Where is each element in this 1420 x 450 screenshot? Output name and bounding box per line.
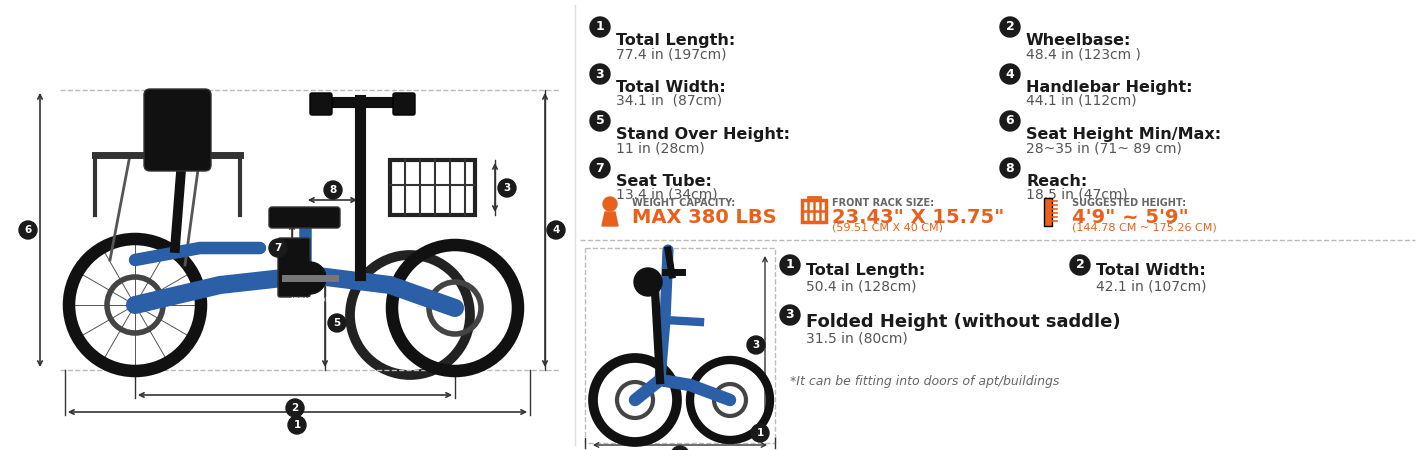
Circle shape bbox=[589, 64, 611, 84]
Text: 1: 1 bbox=[785, 258, 794, 271]
Text: 13.4 in (34cm): 13.4 in (34cm) bbox=[616, 188, 717, 202]
Text: 77.4 in (197cm): 77.4 in (197cm) bbox=[616, 47, 727, 61]
Circle shape bbox=[285, 399, 304, 417]
Text: (144.78 CM ~ 175.26 CM): (144.78 CM ~ 175.26 CM) bbox=[1072, 223, 1217, 233]
Text: MAX 380 LBS: MAX 380 LBS bbox=[632, 208, 777, 227]
Circle shape bbox=[672, 446, 689, 450]
Text: Total Width:: Total Width: bbox=[616, 80, 726, 95]
Text: Folded Height (without saddle): Folded Height (without saddle) bbox=[807, 313, 1120, 331]
Circle shape bbox=[589, 111, 611, 131]
Circle shape bbox=[1000, 158, 1020, 178]
Circle shape bbox=[294, 262, 327, 294]
Circle shape bbox=[780, 255, 799, 275]
Text: (59.51 CM X 40 CM): (59.51 CM X 40 CM) bbox=[832, 223, 943, 233]
FancyBboxPatch shape bbox=[278, 238, 310, 297]
Text: 8: 8 bbox=[1005, 162, 1014, 175]
Text: 6: 6 bbox=[1005, 114, 1014, 127]
Text: WEIGHT CAPACITY:: WEIGHT CAPACITY: bbox=[632, 198, 736, 208]
Circle shape bbox=[1000, 64, 1020, 84]
Text: 8: 8 bbox=[329, 185, 337, 195]
Text: 28~35 in (71~ 89 cm): 28~35 in (71~ 89 cm) bbox=[1027, 141, 1181, 155]
Text: Total Length:: Total Length: bbox=[616, 33, 736, 48]
Text: Handlebar Height:: Handlebar Height: bbox=[1027, 80, 1193, 95]
Text: 42.1 in (107cm): 42.1 in (107cm) bbox=[1096, 279, 1207, 293]
Circle shape bbox=[18, 221, 37, 239]
Text: 3: 3 bbox=[785, 309, 794, 321]
Text: 11 in (28cm): 11 in (28cm) bbox=[616, 141, 704, 155]
FancyBboxPatch shape bbox=[393, 93, 415, 115]
Text: 3: 3 bbox=[503, 183, 511, 193]
Text: Seat Tube:: Seat Tube: bbox=[616, 174, 711, 189]
FancyBboxPatch shape bbox=[143, 89, 212, 171]
Circle shape bbox=[324, 181, 342, 199]
FancyBboxPatch shape bbox=[268, 207, 339, 228]
Circle shape bbox=[547, 221, 565, 239]
Text: 50.4 in (128cm): 50.4 in (128cm) bbox=[807, 279, 916, 293]
Circle shape bbox=[589, 158, 611, 178]
Circle shape bbox=[589, 17, 611, 37]
Text: 5: 5 bbox=[595, 114, 605, 127]
Polygon shape bbox=[602, 212, 618, 226]
Text: 5: 5 bbox=[334, 318, 341, 328]
Text: SUGGESTED HEIGHT:: SUGGESTED HEIGHT: bbox=[1072, 198, 1186, 208]
Text: Reach:: Reach: bbox=[1027, 174, 1088, 189]
Text: FRONT RACK SIZE:: FRONT RACK SIZE: bbox=[832, 198, 934, 208]
Text: Total Width:: Total Width: bbox=[1096, 263, 1206, 278]
Circle shape bbox=[1000, 17, 1020, 37]
Text: ADDMOTOR: ADDMOTOR bbox=[290, 297, 331, 303]
Circle shape bbox=[268, 239, 287, 257]
Text: 1: 1 bbox=[294, 420, 301, 430]
Text: 48.4 in (123cm ): 48.4 in (123cm ) bbox=[1027, 47, 1140, 61]
Text: 2: 2 bbox=[1005, 21, 1014, 33]
Text: 4'9" ~ 5'9": 4'9" ~ 5'9" bbox=[1072, 208, 1189, 227]
Text: 31.5 in (80cm): 31.5 in (80cm) bbox=[807, 331, 907, 345]
Circle shape bbox=[633, 268, 662, 296]
Text: 7: 7 bbox=[274, 243, 281, 253]
Text: Stand Over Height:: Stand Over Height: bbox=[616, 127, 790, 142]
Text: *It can be fitting into doors of apt/buildings: *It can be fitting into doors of apt/bui… bbox=[790, 375, 1059, 388]
Text: 18.5 in (47cm): 18.5 in (47cm) bbox=[1027, 188, 1127, 202]
Circle shape bbox=[1000, 111, 1020, 131]
Circle shape bbox=[288, 416, 305, 434]
Text: 1: 1 bbox=[757, 428, 764, 438]
Text: 3: 3 bbox=[753, 340, 760, 350]
Text: 1: 1 bbox=[595, 21, 605, 33]
Text: 2: 2 bbox=[1075, 258, 1085, 271]
Text: 23.43" X 15.75": 23.43" X 15.75" bbox=[832, 208, 1004, 227]
Text: 4: 4 bbox=[1005, 68, 1014, 81]
Text: Total Length:: Total Length: bbox=[807, 263, 926, 278]
Text: 2: 2 bbox=[291, 403, 298, 413]
Text: 4: 4 bbox=[552, 225, 559, 235]
Text: 6: 6 bbox=[24, 225, 31, 235]
Circle shape bbox=[1071, 255, 1091, 275]
Circle shape bbox=[498, 179, 515, 197]
Circle shape bbox=[328, 314, 346, 332]
Circle shape bbox=[604, 197, 618, 211]
Text: 7: 7 bbox=[595, 162, 605, 175]
FancyBboxPatch shape bbox=[1044, 198, 1052, 226]
Text: 44.1 in (112cm): 44.1 in (112cm) bbox=[1027, 94, 1136, 108]
Text: 34.1 in  (87cm): 34.1 in (87cm) bbox=[616, 94, 723, 108]
Text: Seat Height Min/Max:: Seat Height Min/Max: bbox=[1027, 127, 1221, 142]
Circle shape bbox=[780, 305, 799, 325]
Text: Wheelbase:: Wheelbase: bbox=[1027, 33, 1132, 48]
Text: 3: 3 bbox=[595, 68, 605, 81]
Circle shape bbox=[751, 424, 770, 442]
Circle shape bbox=[747, 336, 765, 354]
FancyBboxPatch shape bbox=[310, 93, 332, 115]
